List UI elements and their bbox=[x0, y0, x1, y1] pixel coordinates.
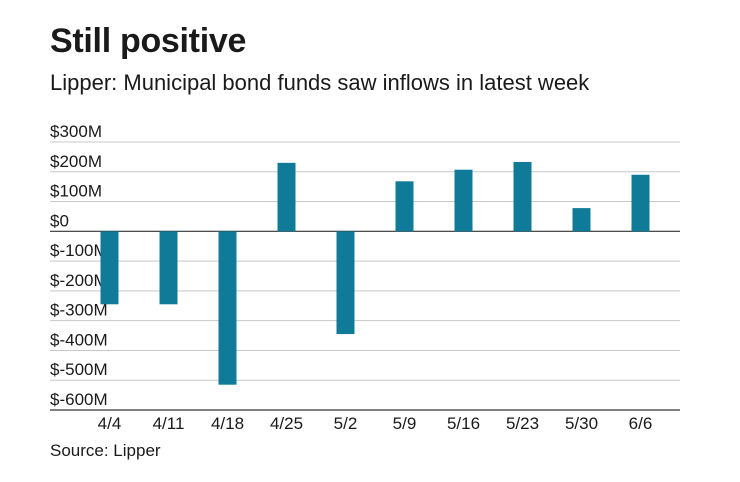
y-tick-label: $-200M bbox=[50, 271, 108, 290]
source-note: Source: Lipper bbox=[50, 441, 161, 460]
y-tick-label: $-400M bbox=[50, 330, 108, 349]
bar-5-23 bbox=[513, 161, 532, 232]
y-tick-label: $200M bbox=[50, 152, 102, 171]
y-tick-label: $300M bbox=[50, 122, 102, 141]
x-tick-label: 4/4 bbox=[98, 414, 122, 433]
x-tick-label: 5/23 bbox=[506, 414, 539, 433]
bar-4-25 bbox=[277, 162, 296, 232]
chart-title: Still positive bbox=[50, 22, 247, 60]
y-tick-label: $-600M bbox=[50, 390, 108, 409]
bars bbox=[100, 161, 650, 385]
gridlines bbox=[50, 141, 680, 411]
bar-5-16 bbox=[454, 169, 473, 232]
y-tick-label: $-100M bbox=[50, 241, 108, 260]
y-axis-labels: $300M $200M $100M $0 $-100M $-200M $-300M $-400… bbox=[50, 122, 108, 409]
x-tick-label: 4/25 bbox=[270, 414, 303, 433]
x-tick-label: 5/30 bbox=[565, 414, 598, 433]
bar-6-6 bbox=[631, 174, 650, 232]
bar-4-11 bbox=[159, 231, 178, 305]
y-tick-label: $0 bbox=[50, 211, 69, 230]
bar-5-9 bbox=[395, 181, 414, 232]
bar-5-30 bbox=[572, 208, 591, 232]
x-tick-label: 5/9 bbox=[393, 414, 417, 433]
x-tick-label: 5/16 bbox=[447, 414, 480, 433]
x-tick-label: 4/18 bbox=[211, 414, 244, 433]
bar-4-18 bbox=[218, 231, 237, 385]
y-tick-label: $-500M bbox=[50, 360, 108, 379]
x-tick-label: 4/11 bbox=[153, 414, 185, 433]
y-tick-label: $-300M bbox=[50, 301, 108, 320]
bar-5-2 bbox=[336, 231, 355, 335]
x-axis-labels: 4/4 4/11 4/18 4/25 5/2 5/9 5/16 5/23 5/30 6/6 bbox=[98, 414, 653, 433]
chart-subtitle: Lipper: Municipal bond funds saw inflows… bbox=[50, 70, 590, 95]
bar-4-4 bbox=[100, 231, 119, 305]
x-tick-label: 5/2 bbox=[334, 414, 358, 433]
y-tick-label: $100M bbox=[50, 182, 102, 201]
x-tick-label: 6/6 bbox=[629, 414, 653, 433]
